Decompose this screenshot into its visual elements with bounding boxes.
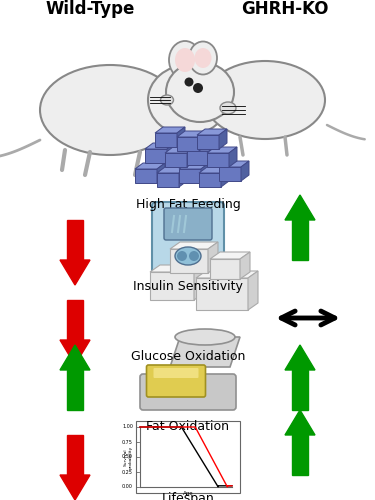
Ellipse shape xyxy=(205,61,325,139)
Polygon shape xyxy=(285,345,315,370)
FancyBboxPatch shape xyxy=(140,374,236,410)
Polygon shape xyxy=(196,271,258,278)
Polygon shape xyxy=(197,135,219,149)
Text: 1.00: 1.00 xyxy=(122,424,133,430)
Polygon shape xyxy=(201,163,209,183)
Polygon shape xyxy=(292,370,308,410)
Text: Insulin Sensitivity: Insulin Sensitivity xyxy=(133,280,243,293)
Polygon shape xyxy=(170,242,218,249)
Ellipse shape xyxy=(169,41,201,79)
Ellipse shape xyxy=(175,48,195,72)
Polygon shape xyxy=(210,252,250,259)
Polygon shape xyxy=(157,163,165,183)
Polygon shape xyxy=(170,249,208,273)
Polygon shape xyxy=(60,345,90,370)
Polygon shape xyxy=(199,131,207,151)
Polygon shape xyxy=(170,337,240,367)
Polygon shape xyxy=(157,167,187,173)
Ellipse shape xyxy=(148,65,228,135)
Text: GHRH-KO: GHRH-KO xyxy=(241,0,329,18)
Polygon shape xyxy=(241,161,249,181)
Ellipse shape xyxy=(175,329,235,345)
Polygon shape xyxy=(67,220,83,260)
Circle shape xyxy=(193,83,203,93)
Polygon shape xyxy=(135,169,157,183)
Polygon shape xyxy=(155,133,177,147)
Polygon shape xyxy=(207,153,229,167)
Text: Survival
probability: Survival probability xyxy=(124,446,132,468)
Text: High Fat Feeding: High Fat Feeding xyxy=(136,198,240,211)
Polygon shape xyxy=(150,272,194,300)
FancyBboxPatch shape xyxy=(164,208,212,240)
Text: 0.50: 0.50 xyxy=(122,454,133,460)
Polygon shape xyxy=(60,475,90,500)
FancyBboxPatch shape xyxy=(136,421,240,493)
Polygon shape xyxy=(150,265,204,272)
Ellipse shape xyxy=(166,62,234,122)
Ellipse shape xyxy=(189,42,217,74)
Text: Wild-Type: Wild-Type xyxy=(45,0,135,18)
FancyBboxPatch shape xyxy=(147,365,206,397)
Polygon shape xyxy=(196,278,248,310)
Polygon shape xyxy=(208,242,218,273)
Polygon shape xyxy=(285,410,315,435)
Text: 0.25: 0.25 xyxy=(122,470,133,474)
Polygon shape xyxy=(199,173,221,187)
Circle shape xyxy=(184,78,194,86)
Polygon shape xyxy=(209,145,217,165)
Polygon shape xyxy=(292,220,308,260)
Text: 0.75: 0.75 xyxy=(122,440,133,444)
Circle shape xyxy=(177,251,187,261)
Polygon shape xyxy=(177,137,199,151)
Polygon shape xyxy=(177,131,207,137)
Polygon shape xyxy=(145,149,167,163)
Text: Fat Oxidation: Fat Oxidation xyxy=(147,420,230,433)
Polygon shape xyxy=(285,195,315,220)
Polygon shape xyxy=(165,153,187,167)
Polygon shape xyxy=(155,127,185,133)
Polygon shape xyxy=(229,147,237,167)
Polygon shape xyxy=(167,143,175,163)
Polygon shape xyxy=(219,161,249,167)
Polygon shape xyxy=(219,167,241,181)
Text: Glucose Oxidation: Glucose Oxidation xyxy=(131,350,245,363)
Polygon shape xyxy=(240,252,250,279)
Polygon shape xyxy=(60,340,90,365)
Polygon shape xyxy=(157,173,179,187)
Polygon shape xyxy=(219,129,227,149)
Polygon shape xyxy=(221,167,229,187)
Polygon shape xyxy=(197,129,227,135)
Polygon shape xyxy=(194,265,204,300)
Ellipse shape xyxy=(40,65,180,155)
Text: 0.00: 0.00 xyxy=(122,484,133,490)
Ellipse shape xyxy=(175,247,201,265)
Polygon shape xyxy=(67,435,83,475)
Ellipse shape xyxy=(160,95,174,105)
Circle shape xyxy=(189,251,199,261)
Polygon shape xyxy=(135,163,165,169)
Polygon shape xyxy=(187,151,209,165)
Polygon shape xyxy=(67,370,83,410)
FancyBboxPatch shape xyxy=(153,368,198,378)
Polygon shape xyxy=(199,167,229,173)
Ellipse shape xyxy=(195,48,211,68)
Polygon shape xyxy=(165,147,195,153)
Polygon shape xyxy=(177,127,185,147)
Polygon shape xyxy=(145,143,175,149)
Polygon shape xyxy=(179,163,209,169)
Polygon shape xyxy=(207,147,237,153)
Polygon shape xyxy=(60,260,90,285)
Polygon shape xyxy=(292,435,308,475)
Text: Age: Age xyxy=(183,491,194,496)
Polygon shape xyxy=(67,300,83,340)
Polygon shape xyxy=(187,145,217,151)
Text: Lifespan: Lifespan xyxy=(162,492,214,500)
Polygon shape xyxy=(210,259,240,279)
Polygon shape xyxy=(248,271,258,310)
FancyBboxPatch shape xyxy=(152,202,224,282)
Polygon shape xyxy=(179,167,187,187)
Ellipse shape xyxy=(220,102,236,114)
Polygon shape xyxy=(187,147,195,167)
Polygon shape xyxy=(179,169,201,183)
